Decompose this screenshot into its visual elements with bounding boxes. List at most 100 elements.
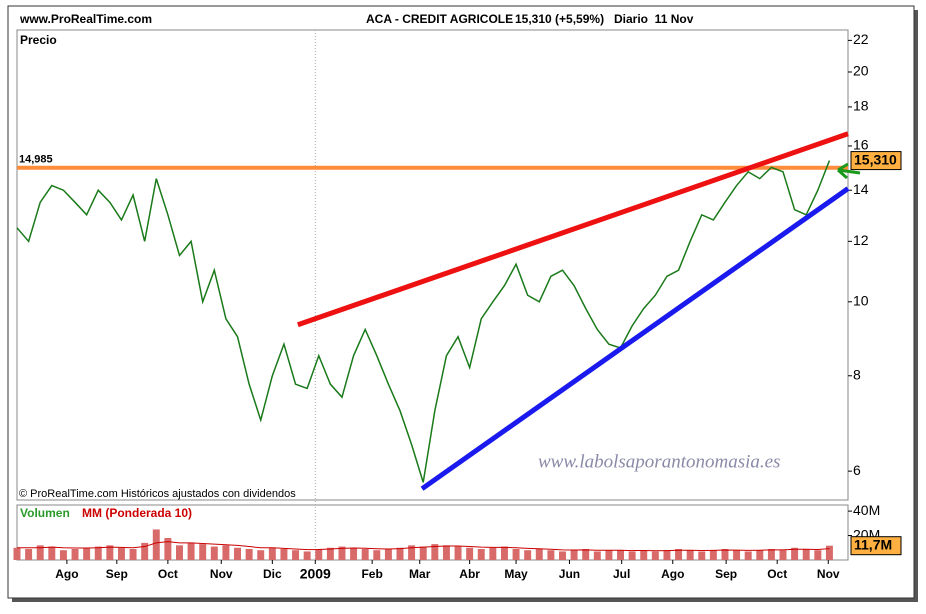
y-tick-label: 20 [853,63,869,79]
volume-bar [408,545,416,560]
volume-bar [396,547,404,560]
last-value-box [850,536,902,556]
y-tick-label: 6 [853,462,861,478]
volume-bar [257,550,265,560]
volume-bar [500,546,508,560]
volume-bar [36,545,44,560]
volume-bar [384,549,392,560]
volume-bar [117,547,125,560]
volume-bar [767,549,775,560]
volume-bar [570,550,578,560]
volume-bar [13,547,21,560]
volume-bar [825,545,833,560]
volume-bar [25,549,33,560]
volume-bar [651,551,659,560]
volume-bar [744,551,752,560]
x-tick-label: Jul [613,567,630,581]
x-tick-label: Abr [459,567,480,581]
volume-bar [245,549,253,560]
x-tick-label: 2009 [300,566,331,582]
volume-bar [466,547,474,560]
volume-bar [547,550,555,560]
volume-bar [419,546,427,560]
volume-bar [454,546,462,560]
y-label: Precio [20,33,57,47]
y-tick-label: 12 [853,232,869,248]
y-tick-label: 10 [853,292,869,308]
volume-bar [640,550,648,560]
x-tick-label: May [504,567,528,581]
y-tick-label: 16 [853,137,869,153]
volume-bar [59,550,67,560]
volume-bar [268,547,276,560]
volume-bar [709,550,717,560]
volume-bar [535,549,543,560]
volume-bar [663,550,671,560]
volume-bar [698,551,706,560]
last-value-label: 15,310 [854,151,897,167]
volume-bar [675,549,683,560]
volume-bar [303,551,311,560]
volume-bar [733,550,741,560]
volume-bar [350,547,358,560]
horizontal-line-label: 14,985 [19,154,53,166]
volume-bar [442,545,450,560]
copyright: © ProRealTime.com Históricos ajustados c… [19,488,296,500]
y-tick-label: 8 [853,366,861,382]
moving-average [17,541,830,552]
volume-bar [361,549,369,560]
price-line [16,160,831,483]
volume-bar [338,546,346,560]
y-tick-label: 40M [853,502,880,518]
volume-bar [210,546,218,560]
watermark: www.labolsaporantonomasia.es [538,451,780,472]
volume-bar [94,546,102,560]
volume-bar [48,546,56,560]
volume-bar [280,549,288,560]
trendline [420,186,850,491]
volume-bar [373,550,381,560]
period: Diario 11 Nov [614,12,694,26]
volume-bar [106,545,114,560]
volume-bar [779,550,787,560]
volume-bar [83,547,91,560]
arrow [837,162,861,180]
volume-bar [477,549,485,560]
x-tick-label: Jun [559,567,580,581]
volume-bar [489,547,497,560]
volume-bar [524,550,532,560]
volume-bar [802,549,810,560]
legend-entry: MM (Ponderada 10) [82,506,192,520]
volume-bar [187,542,195,560]
volume-bar [71,549,79,560]
trendline [297,131,849,328]
x-tick-label: Sep [106,567,128,581]
volume-bar [582,549,590,560]
x-tick-label: Sep [715,567,737,581]
volume-bar [141,542,149,560]
volume-bar [593,551,601,560]
volume-bar [129,549,137,560]
x-tick-label: Oct [767,567,787,581]
y-tick-label: 14 [853,181,869,197]
subtitle: 15,310 (+5,59%) [515,12,604,26]
volume-bar [605,550,613,560]
volume-bar [686,550,694,560]
volume-bar [628,551,636,560]
x-tick-label: Oct [158,567,178,581]
x-tick-label: Ago [55,567,78,581]
last-value-label: 11,7M [854,536,892,552]
volume-bar [756,550,764,560]
volume-bar [617,550,625,560]
title: ACA - CREDIT AGRICOLE [366,12,513,26]
volume-bar [164,538,172,560]
source: www.ProRealTime.com [19,12,152,26]
volume-label: Volumen [20,506,70,520]
volume-bar [559,551,566,560]
volume-bar [721,549,729,560]
volume-bar [512,549,520,560]
y-tick-label: 22 [853,31,869,47]
x-tick-label: Mar [409,567,431,581]
x-tick-label: Feb [361,567,382,581]
